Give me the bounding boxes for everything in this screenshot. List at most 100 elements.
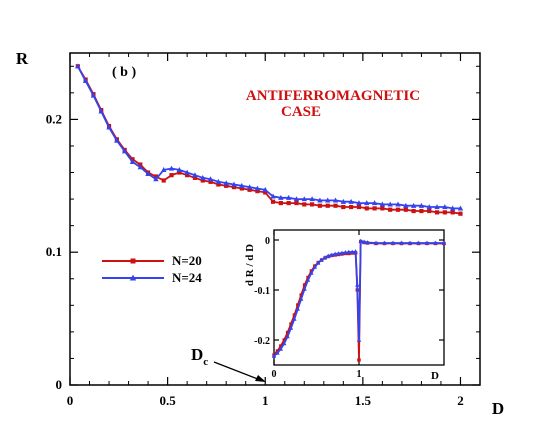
main-series-point-2 <box>356 200 362 206</box>
inset-series-point-2 <box>353 249 358 254</box>
inset-series-point-2 <box>295 306 300 311</box>
inset-series-point-2 <box>433 240 438 245</box>
main-series-point-2 <box>371 200 378 206</box>
main-plot-frame <box>69 52 481 386</box>
main-series-point-2 <box>176 166 183 172</box>
main-series-point-1 <box>372 206 377 211</box>
inset-series-point-2 <box>271 353 277 358</box>
main-series-point-2 <box>254 185 261 191</box>
inset-series-point-2 <box>285 334 290 339</box>
main-series-point-1 <box>309 202 315 207</box>
main-series-point-1 <box>325 203 330 208</box>
main-series-point-2 <box>449 205 456 211</box>
main-series-point-2 <box>207 176 214 182</box>
inset-y-tick-label: -0.1 <box>254 286 270 297</box>
main-series-point-2 <box>426 204 432 210</box>
inset-series-point-1 <box>296 303 300 307</box>
dc-label-main: D <box>191 345 203 364</box>
legend-label-n24: N=24 <box>172 270 202 285</box>
inset-series-point-2 <box>441 240 447 245</box>
inset-series-point-2 <box>339 250 345 255</box>
inset-series-point-2 <box>302 286 307 291</box>
main-series-point-2 <box>309 196 315 202</box>
inset-series-group <box>271 238 447 362</box>
main-series-point-1 <box>317 203 323 208</box>
inset-series-point-2 <box>288 325 294 330</box>
panel-label: ( b ) <box>112 65 136 80</box>
main-series-group <box>75 63 464 216</box>
inset-series-point-1 <box>306 275 310 280</box>
inset-series-point-2 <box>282 341 287 346</box>
inset-series-point-2 <box>292 316 297 321</box>
inset-series-point-2 <box>358 238 363 243</box>
main-series-point-2 <box>153 176 159 182</box>
main-series-point-2 <box>387 201 393 207</box>
main-series-point-1 <box>263 190 268 195</box>
main-series-point-1 <box>450 210 455 215</box>
inset-series-point-2 <box>399 240 404 245</box>
inset-series-point-1 <box>302 283 307 287</box>
dc-label: Dc <box>191 345 208 368</box>
main-series-point-2 <box>82 78 89 83</box>
legend-marker-2 <box>129 274 137 281</box>
main-series-point-1 <box>302 202 307 207</box>
main-series-point-2 <box>332 197 339 203</box>
main-series-point-2 <box>137 164 144 170</box>
inset-series-point-2 <box>275 350 280 355</box>
inset-series-point-2 <box>416 240 421 245</box>
inset-series-point-2 <box>322 255 328 260</box>
inset-x-tick-label: 0 <box>272 369 277 380</box>
main-series-point-2 <box>278 194 284 200</box>
main-series-point-2 <box>403 202 409 208</box>
main-series-point-1 <box>356 204 362 210</box>
main-series-point-1 <box>286 200 291 206</box>
inset-x-axis-title: D <box>431 370 439 382</box>
main-series-point-1 <box>270 199 276 204</box>
inset-axis-ticks: 0 1 0 -0.1 -0.2 <box>254 230 444 380</box>
main-series-point-2 <box>340 198 347 204</box>
main-x-tick-label: 1 <box>262 393 269 408</box>
main-series-point-1 <box>185 173 190 178</box>
main-series-point-1 <box>364 206 369 211</box>
inset-series-point-2 <box>319 257 324 262</box>
inset-x-tick-label: 1 <box>357 369 362 380</box>
dc-label-sub: c <box>203 356 208 368</box>
main-series-point-1 <box>200 178 205 183</box>
main-series-point-1 <box>216 182 221 187</box>
main-series-point-1 <box>247 187 252 192</box>
inset-series-point-1 <box>299 293 303 297</box>
main-series-point-1 <box>395 207 401 212</box>
main-series-point-2 <box>395 201 401 207</box>
main-series-point-1 <box>349 204 354 210</box>
main-x-tick-label: 1.5 <box>355 393 372 408</box>
main-series-point-2 <box>200 174 206 180</box>
inset-series-point-1 <box>279 344 283 348</box>
inset-series-point-2 <box>346 249 351 254</box>
inset-series-point-2 <box>305 277 311 282</box>
inset-series-point-1 <box>292 313 297 317</box>
main-series-point-2 <box>285 194 292 200</box>
main-series-point-2 <box>348 198 354 204</box>
main-series-point-2 <box>192 172 198 178</box>
main-series-point-1 <box>434 210 440 215</box>
main-series-point-2 <box>168 165 175 171</box>
main-y-tick-label: 0 <box>56 377 63 392</box>
main-series-point-2 <box>410 202 417 208</box>
inset-series-point-2 <box>336 251 341 256</box>
main-x-tick-label: 0.5 <box>159 393 176 408</box>
inset-series-point-1 <box>285 330 290 335</box>
inset-y-axis-title: d R / d D <box>244 244 256 286</box>
inset-series-point-2 <box>424 240 430 245</box>
inset-series-point-2 <box>350 249 355 254</box>
main-series-point-2 <box>239 182 245 188</box>
inset-series-point-2 <box>361 239 367 244</box>
main-series-point-2 <box>434 204 440 210</box>
main-series-point-2 <box>457 205 464 211</box>
main-series-point-2 <box>418 202 425 208</box>
main-series-point-2 <box>145 170 151 176</box>
inset-series-point-2 <box>316 260 321 265</box>
main-series-point-2 <box>106 124 112 130</box>
main-x-tick-label: 2 <box>457 393 464 408</box>
main-series-point-2 <box>231 181 237 187</box>
inset-series-point-2 <box>373 240 379 245</box>
